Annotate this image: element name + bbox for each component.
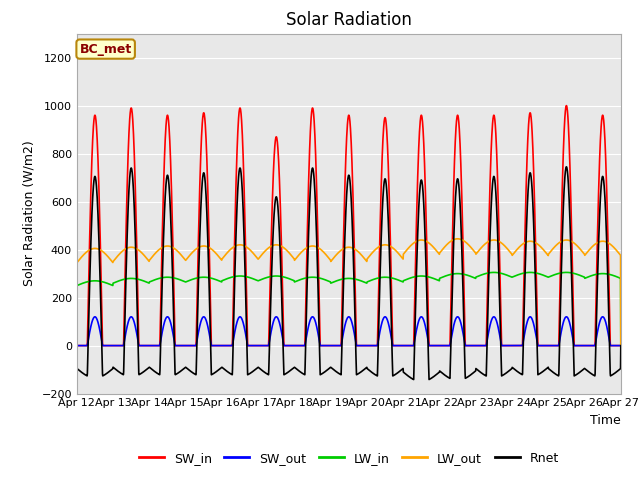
LW_in bbox=[365, 278, 372, 284]
LW_out bbox=[584, 249, 592, 254]
Line: LW_out: LW_out bbox=[77, 239, 621, 346]
Rnet bbox=[617, 343, 625, 348]
SW_in bbox=[617, 343, 625, 348]
Line: SW_out: SW_out bbox=[77, 317, 621, 346]
LW_in bbox=[617, 343, 625, 348]
Rnet bbox=[570, 337, 577, 343]
LW_out bbox=[617, 343, 625, 348]
Line: LW_in: LW_in bbox=[77, 273, 621, 346]
SW_in bbox=[584, 343, 592, 348]
LW_in bbox=[584, 274, 592, 280]
LW_in bbox=[507, 274, 515, 279]
SW_out bbox=[507, 343, 515, 348]
Line: Rnet: Rnet bbox=[77, 167, 621, 380]
SW_out bbox=[225, 343, 232, 348]
SW_in bbox=[73, 343, 81, 348]
LW_out bbox=[365, 254, 372, 260]
LW_in bbox=[569, 270, 577, 276]
Y-axis label: Solar Radiation (W/m2): Solar Radiation (W/m2) bbox=[23, 141, 36, 287]
SW_out bbox=[73, 343, 81, 348]
SW_in bbox=[225, 343, 232, 348]
LW_out bbox=[507, 250, 515, 256]
SW_in bbox=[569, 289, 577, 295]
X-axis label: Time: Time bbox=[590, 414, 621, 427]
SW_out bbox=[584, 343, 592, 348]
LW_in bbox=[563, 270, 570, 276]
Rnet bbox=[584, 369, 592, 374]
LW_out bbox=[73, 260, 81, 265]
Line: SW_in: SW_in bbox=[77, 106, 621, 346]
SW_in bbox=[563, 103, 570, 108]
SW_in bbox=[376, 221, 384, 227]
SW_in bbox=[507, 343, 515, 348]
SW_out bbox=[569, 336, 577, 342]
SW_out bbox=[91, 314, 99, 320]
LW_in bbox=[225, 276, 232, 281]
Rnet bbox=[507, 366, 515, 372]
SW_out bbox=[365, 343, 372, 348]
LW_out bbox=[569, 240, 577, 245]
LW_in bbox=[73, 283, 81, 288]
LW_out bbox=[454, 236, 461, 242]
Rnet bbox=[73, 366, 81, 372]
SW_in bbox=[365, 343, 372, 348]
LW_out bbox=[225, 249, 232, 254]
Rnet bbox=[376, 268, 384, 274]
Text: BC_met: BC_met bbox=[79, 43, 132, 56]
Rnet bbox=[410, 377, 417, 383]
Rnet bbox=[225, 370, 232, 375]
Title: Solar Radiation: Solar Radiation bbox=[286, 11, 412, 29]
Legend: SW_in, SW_out, LW_in, LW_out, Rnet: SW_in, SW_out, LW_in, LW_out, Rnet bbox=[134, 447, 564, 469]
SW_out bbox=[617, 343, 625, 348]
LW_in bbox=[376, 275, 384, 280]
SW_out bbox=[376, 326, 384, 332]
LW_out bbox=[376, 243, 384, 249]
Rnet bbox=[365, 367, 372, 372]
Rnet bbox=[563, 164, 570, 170]
